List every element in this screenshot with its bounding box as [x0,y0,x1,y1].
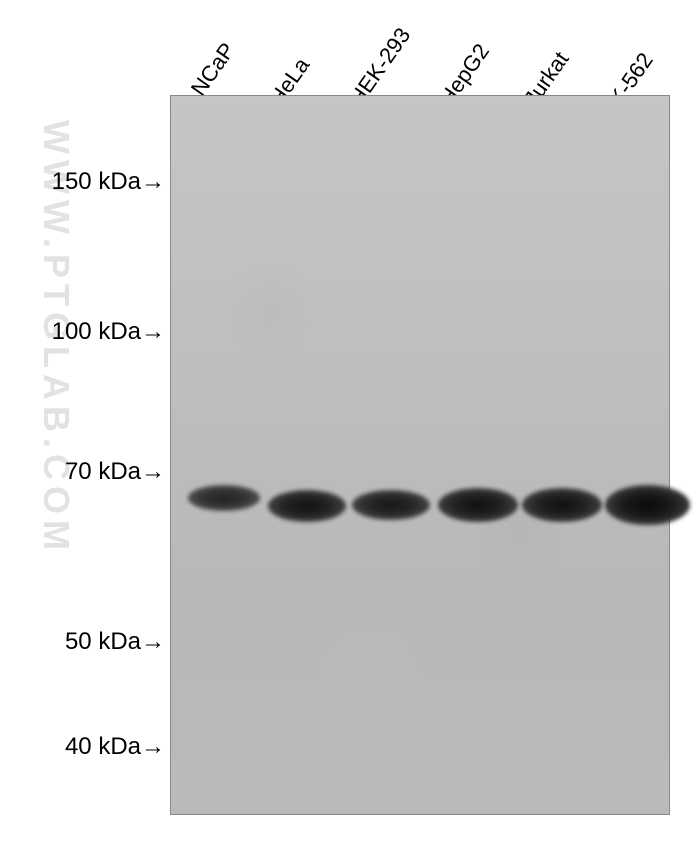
marker-label-40: 40 kDa→ [65,733,165,761]
band-lane-5 [605,485,690,525]
band-lane-0 [188,485,260,511]
marker-label-150: 150 kDa→ [52,168,165,196]
marker-label-70: 70 kDa→ [65,458,165,486]
marker-label-50: 50 kDa→ [65,628,165,656]
blot-figure: WWW.PTGLAB.COM LNCaP HeLa HEK-293 HepG2 … [0,0,700,850]
band-lane-4 [522,488,602,522]
band-lane-1 [268,490,346,522]
band-lane-2 [352,490,430,520]
band-lane-3 [438,488,518,522]
blot-membrane [170,95,670,815]
marker-label-100: 100 kDa→ [52,318,165,346]
